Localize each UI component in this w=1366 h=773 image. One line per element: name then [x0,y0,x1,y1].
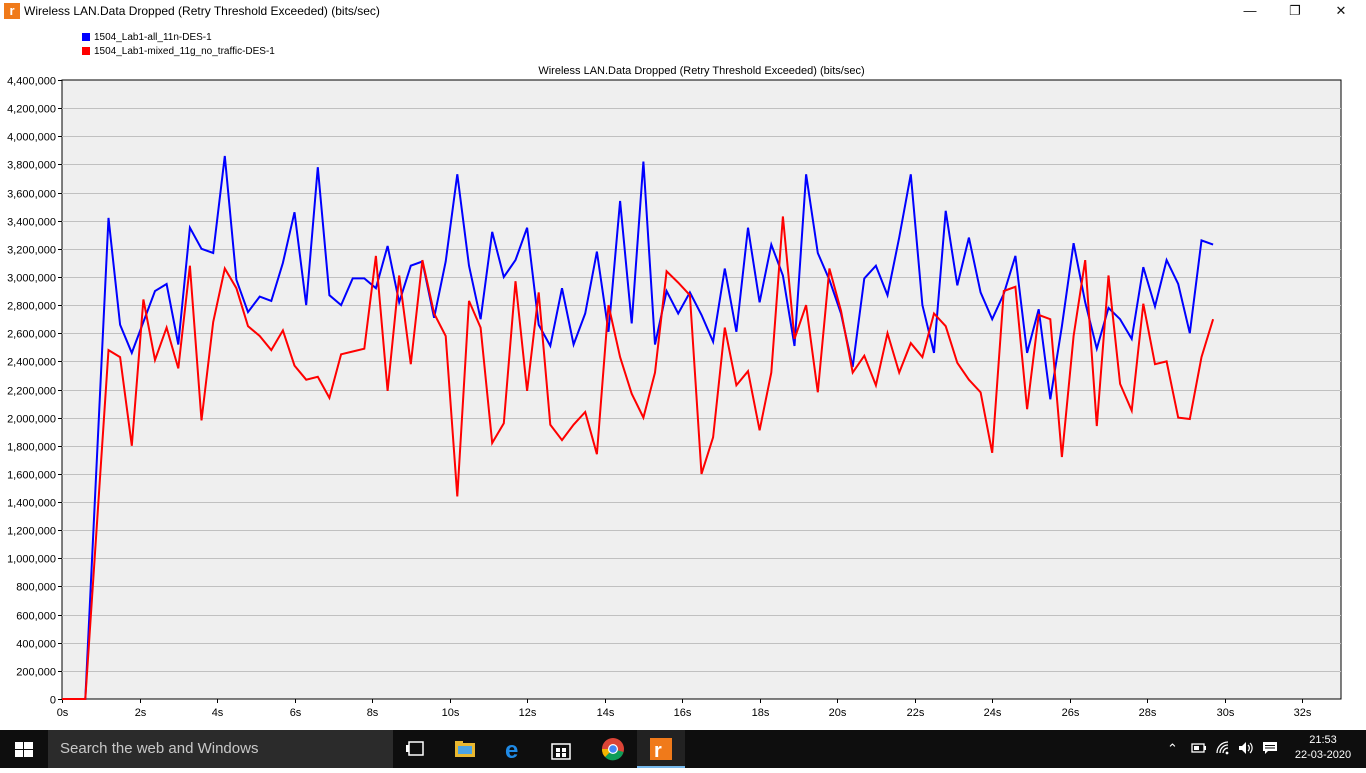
y-tick-label: 1,800,000 [7,442,56,454]
task-view-button[interactable] [393,730,441,768]
battery-icon[interactable] [1191,742,1207,757]
window-titlebar: r Wireless LAN.Data Dropped (Retry Thres… [0,0,1366,23]
edge-browser-button[interactable]: e [489,730,537,768]
x-tick-label: 30s [1217,707,1235,719]
y-tick-label: 2,800,000 [7,301,56,313]
x-tick-label: 2s [135,707,147,719]
task-view-icon [406,741,424,756]
chart-title: Wireless LAN.Data Dropped (Retry Thresho… [538,65,864,77]
x-tick-label: 8s [367,707,379,719]
chrome-button[interactable] [589,730,637,768]
riverbed-app-icon: r [650,738,672,762]
y-tick-label: 3,800,000 [7,160,56,172]
clock-time: 21:53 [1309,734,1337,746]
minimize-button[interactable]: — [1227,0,1273,23]
taskbar-search-input[interactable]: Search the web and Windows [48,730,393,768]
app-icon: r [4,3,20,19]
x-tick-label: 6s [290,707,302,719]
y-tick-label: 3,000,000 [7,273,56,285]
x-tick-label: 28s [1139,707,1157,719]
y-tick-label: 800,000 [16,582,56,594]
y-tick-label: 3,600,000 [7,189,56,201]
restore-icon: ❐ [1289,3,1301,18]
line-chart: Wireless LAN.Data Dropped (Retry Thresho… [7,65,1342,719]
svg-text:r: r [654,740,662,762]
series-line-blue [62,155,1214,700]
legend-label: 1504_Lab1-mixed_11g_no_traffic-DES-1 [94,46,275,57]
edge-icon: e [505,737,518,764]
x-tick-label: 10s [442,707,460,719]
store-bag-icon [551,743,571,760]
windows-logo-icon [15,742,33,757]
plot-background [61,79,1342,700]
legend-label: 1504_Lab1-all_11n-DES-1 [94,32,212,43]
volume-icon[interactable] [1237,740,1255,759]
x-tick-label: 16s [674,707,692,719]
x-tick-label: 32s [1294,707,1312,719]
y-tick-label: 1,000,000 [7,554,56,566]
y-tick-label: 600,000 [16,611,56,623]
y-tick-label: 3,400,000 [7,217,56,229]
x-tick-label: 0s [57,707,69,719]
y-tick-label: 1,600,000 [7,470,56,482]
legend-item-blue-series: 1504_Lab1-all_11n-DES-1 [82,31,275,45]
y-tick-label: 4,000,000 [7,132,56,144]
window-title: Wireless LAN.Data Dropped (Retry Thresho… [24,4,380,18]
y-tick-label: 2,600,000 [7,329,56,341]
y-tick-label: 200,000 [16,667,56,679]
y-tick-label: 4,400,000 [7,76,56,88]
chrome-icon [601,738,624,761]
taskbar: Search the web and Windows e r ⌃ 21:53 2… [0,730,1366,768]
y-tick-label: 2,200,000 [7,386,56,398]
y-tick-label: 2,000,000 [7,414,56,426]
x-tick-label: 4s [212,707,224,719]
chart-area: Wireless LAN.Data Dropped (Retry Thresho… [0,23,1366,730]
clock-date: 22-03-2020 [1294,749,1352,761]
close-icon: ✕ [1335,3,1347,18]
riverbed-app-button[interactable]: r [637,730,685,768]
start-button[interactable] [0,730,48,768]
taskbar-clock[interactable]: 21:53 22-03-2020 [1288,733,1358,763]
chart-legend: 1504_Lab1-all_11n-DES-1 1504_Lab1-mixed_… [82,31,275,59]
series-line-red [62,216,1215,700]
show-hidden-icons-chevron-up-icon[interactable]: ⌃ [1167,741,1178,756]
x-tick-label: 26s [1062,707,1080,719]
legend-item-red-series: 1504_Lab1-mixed_11g_no_traffic-DES-1 [82,45,275,59]
x-tick-label: 12s [519,707,537,719]
y-tick-label: 1,400,000 [7,498,56,510]
wifi-icon[interactable] [1215,740,1231,759]
y-tick-label: 1,200,000 [7,526,56,538]
restore-button[interactable]: ❐ [1272,0,1318,23]
x-tick-label: 18s [752,707,770,719]
search-placeholder: Search the web and Windows [60,740,259,757]
svg-text:e: e [505,737,518,764]
y-tick-label: 4,200,000 [7,104,56,116]
store-button[interactable] [537,730,585,768]
y-tick-label: 2,400,000 [7,357,56,369]
minimize-icon: — [1243,3,1257,18]
y-tick-label: 400,000 [16,639,56,651]
legend-swatch-blue [82,33,90,41]
x-tick-label: 20s [829,707,847,719]
legend-swatch-red [82,47,90,55]
x-tick-label: 24s [984,707,1002,719]
x-tick-label: 22s [907,707,925,719]
y-tick-label: 3,200,000 [7,245,56,257]
file-explorer-button[interactable] [441,730,489,768]
x-tick-label: 14s [597,707,615,719]
close-button[interactable]: ✕ [1318,0,1364,23]
y-tick-label: 0 [50,695,56,707]
action-center-icon[interactable] [1262,740,1278,759]
folder-icon [455,741,475,757]
